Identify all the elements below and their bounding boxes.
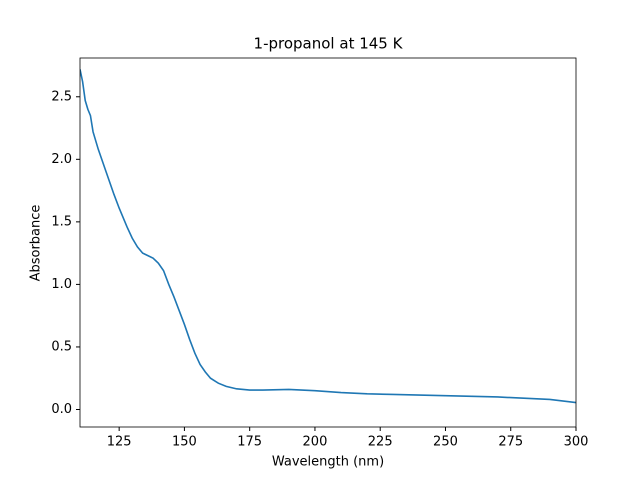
x-tick-label: 175 [237,435,262,450]
y-tick-label: 0.5 [51,339,72,354]
x-tick-label: 225 [368,435,393,450]
x-axis-label: Wavelength (nm) [272,455,384,470]
x-tick-label: 250 [433,435,458,450]
y-tick-label: 2.0 [51,152,72,167]
y-tick-label: 2.5 [51,89,72,104]
x-tick-label: 275 [498,435,523,450]
plot-frame [79,57,577,428]
x-tick-label: 300 [564,435,589,450]
y-tick-label: 1.5 [51,214,72,229]
y-axis-label: Absorbance [29,205,44,282]
y-tick-label: 1.0 [51,277,72,292]
data-line [80,69,576,404]
x-tick-label: 125 [107,435,132,450]
x-tick-label: 150 [172,435,197,450]
x-tick-label: 200 [303,435,328,450]
y-tick-label: 0.0 [51,402,72,417]
chart-title: 1-propanol at 145 K [254,35,404,53]
